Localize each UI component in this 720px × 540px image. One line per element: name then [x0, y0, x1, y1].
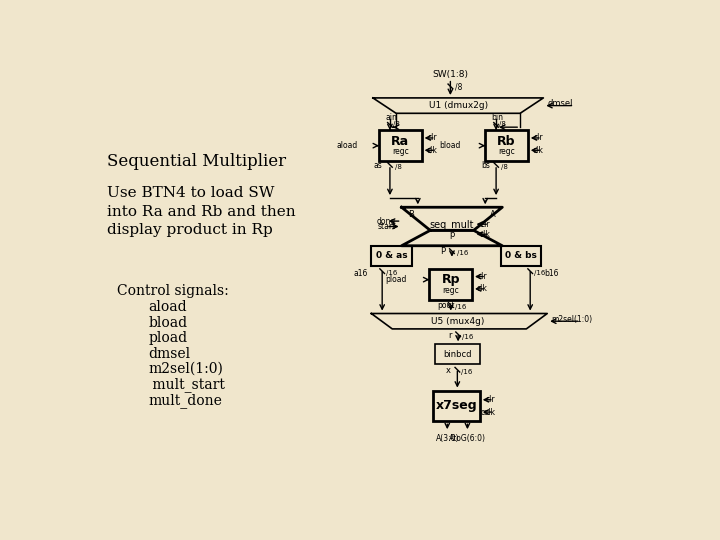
- Text: Control signals:: Control signals:: [117, 284, 229, 298]
- Bar: [500, 246, 541, 266]
- Text: /16: /16: [534, 271, 546, 276]
- Text: done: done: [377, 217, 395, 226]
- Text: regc: regc: [442, 286, 459, 295]
- Text: Ra: Ra: [392, 134, 410, 147]
- Text: mult_done: mult_done: [148, 393, 222, 408]
- Text: binbcd: binbcd: [443, 350, 472, 359]
- Text: x: x: [446, 366, 451, 375]
- Text: 0 & as: 0 & as: [376, 251, 408, 260]
- Text: /8: /8: [395, 164, 402, 170]
- Text: bin: bin: [492, 113, 503, 123]
- Text: /8: /8: [499, 121, 506, 127]
- Bar: [433, 390, 480, 421]
- Text: p: p: [449, 230, 454, 239]
- Text: clr: clr: [486, 395, 495, 404]
- Text: m2sel(1:0): m2sel(1:0): [551, 315, 593, 324]
- Text: clk: clk: [426, 146, 437, 155]
- Text: clk: clk: [480, 230, 490, 239]
- Text: Use BTN4 to load SW: Use BTN4 to load SW: [107, 186, 274, 200]
- Text: m2sel(1:0): m2sel(1:0): [148, 362, 223, 376]
- Polygon shape: [402, 231, 503, 246]
- Text: x7seg: x7seg: [436, 400, 477, 413]
- Text: display product in Rp: display product in Rp: [107, 224, 273, 238]
- Text: dmsel: dmsel: [148, 347, 190, 361]
- Text: /8: /8: [393, 121, 400, 127]
- Text: /16: /16: [462, 369, 472, 375]
- Text: Rp: Rp: [441, 273, 460, 286]
- Text: as: as: [374, 161, 382, 170]
- Polygon shape: [373, 98, 544, 113]
- Text: 0 & bs: 0 & bs: [505, 251, 537, 260]
- Text: bload: bload: [439, 141, 461, 150]
- Text: mult_start: mult_start: [148, 377, 225, 392]
- Text: /16: /16: [462, 334, 473, 340]
- Bar: [485, 130, 528, 161]
- Text: /8: /8: [455, 83, 462, 92]
- Bar: [435, 345, 480, 364]
- Text: b16: b16: [544, 269, 559, 278]
- Text: B: B: [408, 211, 414, 219]
- Polygon shape: [402, 207, 503, 231]
- Bar: [429, 269, 472, 300]
- Text: clk: clk: [477, 285, 487, 293]
- Text: aload: aload: [336, 141, 357, 150]
- Text: regc: regc: [392, 147, 409, 156]
- Text: P: P: [441, 247, 446, 256]
- Text: seq_mult: seq_mult: [430, 219, 474, 230]
- Text: pout: pout: [437, 301, 454, 310]
- Bar: [372, 246, 412, 266]
- Text: start: start: [377, 222, 395, 231]
- Text: U5 (mux4g): U5 (mux4g): [431, 316, 485, 326]
- Text: Sequential Multiplier: Sequential Multiplier: [107, 153, 286, 170]
- Text: clr: clr: [481, 220, 490, 229]
- Text: SW(1:8): SW(1:8): [433, 70, 469, 79]
- Text: pload: pload: [148, 331, 187, 345]
- Text: pload: pload: [384, 275, 406, 284]
- Text: aload: aload: [148, 300, 186, 314]
- Text: /16: /16: [386, 271, 397, 276]
- Text: /16: /16: [456, 251, 468, 256]
- Text: Rb: Rb: [498, 134, 516, 147]
- Text: clk: clk: [533, 146, 544, 155]
- Text: a16: a16: [354, 269, 368, 278]
- Text: /8: /8: [500, 164, 508, 170]
- Text: regc: regc: [498, 147, 515, 156]
- Text: clr: clr: [478, 272, 487, 281]
- Text: U1 (dmux2g): U1 (dmux2g): [428, 101, 487, 110]
- Text: bs: bs: [481, 161, 490, 170]
- Text: clr: clr: [534, 133, 544, 143]
- Text: clr: clr: [428, 133, 437, 143]
- Text: AtoG(6:0): AtoG(6:0): [449, 434, 486, 443]
- Text: A: A: [490, 211, 496, 219]
- Text: /16: /16: [454, 305, 466, 310]
- Text: into Ra and Rb and then: into Ra and Rb and then: [107, 205, 296, 219]
- Polygon shape: [372, 314, 547, 329]
- Text: r: r: [449, 330, 452, 340]
- Text: dmsel: dmsel: [547, 99, 572, 109]
- Text: bload: bload: [148, 316, 187, 330]
- Bar: [379, 130, 422, 161]
- Text: ain: ain: [385, 113, 397, 123]
- Text: cclk: cclk: [480, 408, 495, 416]
- Text: A(3:0): A(3:0): [436, 434, 459, 443]
